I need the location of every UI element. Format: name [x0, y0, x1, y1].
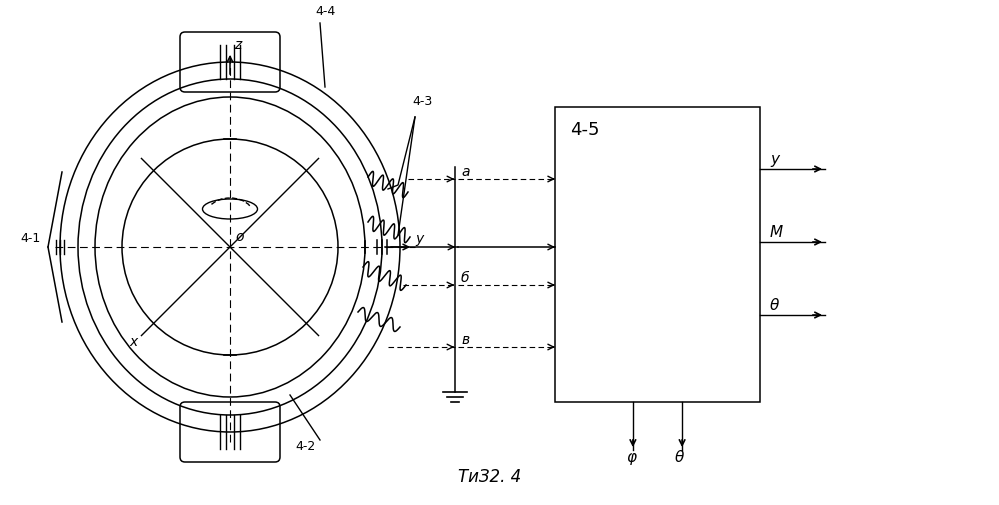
- Text: 4-4: 4-4: [315, 5, 336, 18]
- Text: x: x: [130, 334, 138, 348]
- Text: 4-2: 4-2: [295, 440, 316, 453]
- Text: 4-3: 4-3: [412, 95, 433, 108]
- Text: a: a: [461, 165, 470, 179]
- Text: z: z: [234, 38, 241, 52]
- Text: o: o: [235, 230, 244, 244]
- Text: θ: θ: [675, 450, 684, 465]
- Text: М: М: [770, 225, 783, 240]
- Text: y: y: [415, 232, 424, 246]
- Text: φ: φ: [626, 450, 636, 465]
- Text: 4-5: 4-5: [570, 121, 599, 139]
- Text: 4-1: 4-1: [20, 232, 40, 245]
- Text: ΤиЗ2. 4: ΤиЗ2. 4: [459, 468, 521, 486]
- Bar: [555, 107, 760, 402]
- Text: θ: θ: [770, 298, 779, 313]
- Text: в: в: [461, 333, 470, 347]
- Text: б: б: [461, 271, 470, 285]
- Text: у: у: [770, 152, 779, 167]
